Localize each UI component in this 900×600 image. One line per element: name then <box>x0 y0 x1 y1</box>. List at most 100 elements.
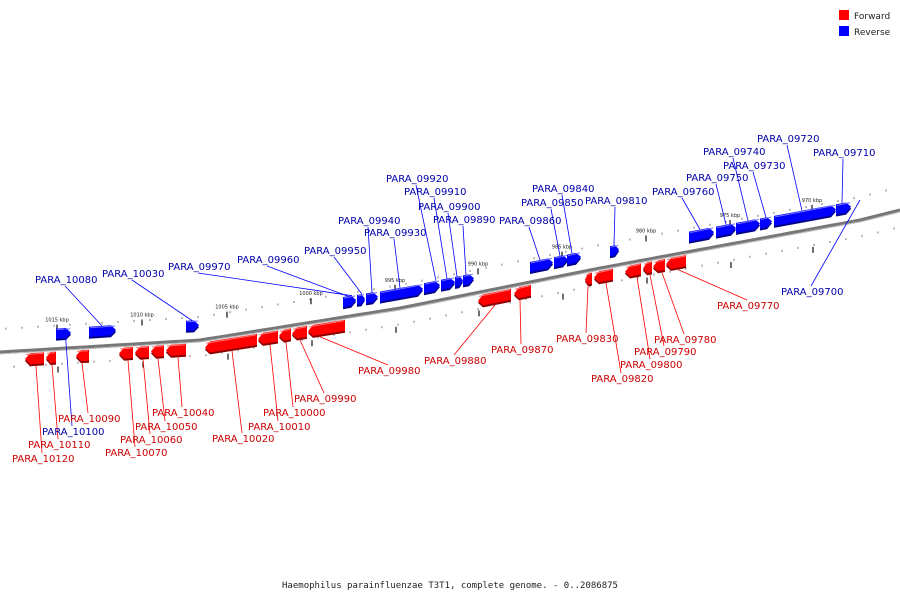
gene-label[interactable]: PARA_09840 <box>532 184 594 195</box>
gene-highlight <box>478 289 511 297</box>
gene-para-10050[interactable] <box>151 345 164 359</box>
gene-label[interactable]: PARA_09810 <box>585 196 647 207</box>
gene-para-09870[interactable] <box>514 284 531 301</box>
gene-label[interactable]: PARA_10120 <box>12 454 74 465</box>
gene-label[interactable]: PARA_09960 <box>237 255 299 266</box>
gene-label[interactable]: PARA_09980 <box>358 366 420 377</box>
gene-label[interactable]: PARA_09770 <box>717 301 779 312</box>
gene-label[interactable]: PARA_09760 <box>652 187 714 198</box>
gene-leader <box>447 212 458 277</box>
gene-label[interactable]: PARA_10030 <box>102 269 164 280</box>
gene-label[interactable]: PARA_10100 <box>42 427 104 438</box>
gene-para-09920[interactable] <box>424 280 440 296</box>
gene-para-10060[interactable] <box>135 346 149 360</box>
gene-label[interactable]: PARA_09740 <box>703 147 765 158</box>
gene-para-10040[interactable] <box>166 343 186 358</box>
gene-label[interactable]: PARA_09820 <box>591 374 653 385</box>
gene-para-10120[interactable] <box>25 352 44 367</box>
legend-swatch <box>839 26 849 36</box>
gene-para-10030[interactable] <box>186 320 199 333</box>
gene-para-09930[interactable] <box>380 284 423 304</box>
gene-para-10070[interactable] <box>119 347 133 361</box>
gene-label[interactable]: PARA_09860 <box>499 216 561 227</box>
gene-para-09840[interactable] <box>567 252 581 267</box>
gene-label[interactable]: PARA_10060 <box>120 435 182 446</box>
gene-label[interactable]: PARA_09720 <box>757 134 819 145</box>
gene-para-10100[interactable] <box>56 328 71 341</box>
gene-label[interactable]: PARA_09930 <box>364 228 426 239</box>
gene-label[interactable]: PARA_09880 <box>424 356 486 367</box>
gene-para-10000[interactable] <box>279 328 291 343</box>
gene-highlight <box>205 334 257 344</box>
gene-highlight <box>567 252 581 257</box>
gene-label[interactable]: PARA_10040 <box>152 408 214 419</box>
gene-label[interactable]: PARA_09910 <box>404 187 466 198</box>
gene-label[interactable]: PARA_10010 <box>248 422 310 433</box>
gene-para-09780[interactable] <box>653 259 665 274</box>
gene-label[interactable]: PARA_10050 <box>135 422 197 433</box>
gene-para-09880[interactable] <box>478 288 511 308</box>
gene-para-09730[interactable] <box>760 216 772 231</box>
gene-arrow <box>151 345 164 357</box>
gene-highlight <box>594 269 613 274</box>
gene-label[interactable]: PARA_10000 <box>263 408 325 419</box>
gene-para-09790[interactable] <box>643 261 652 276</box>
gene-para-10080[interactable] <box>89 325 116 339</box>
gene-para-09810[interactable] <box>610 245 619 259</box>
gene-para-09800[interactable] <box>625 263 641 279</box>
gene-para-09770[interactable] <box>666 255 686 271</box>
gene-para-09820[interactable] <box>594 268 613 285</box>
gene-para-09980[interactable] <box>308 319 345 338</box>
gene-para-09890[interactable] <box>463 273 474 288</box>
gene-label[interactable]: PARA_09920 <box>386 174 448 185</box>
gene-label[interactable]: PARA_10090 <box>58 414 120 425</box>
gene-para-09760[interactable] <box>689 227 714 244</box>
gene-label[interactable]: PARA_09750 <box>686 173 748 184</box>
gene-para-09720[interactable] <box>774 204 836 228</box>
gene-para-09940[interactable] <box>366 292 378 306</box>
gene-para-09950[interactable] <box>357 294 365 307</box>
gene-label[interactable]: PARA_10110 <box>28 440 90 451</box>
gene-para-09860[interactable] <box>530 257 553 274</box>
gene-label[interactable]: PARA_09710 <box>813 148 875 159</box>
gene-label[interactable]: PARA_10020 <box>212 434 274 445</box>
gene-para-09850[interactable] <box>554 254 568 270</box>
gene-label[interactable]: PARA_10080 <box>35 275 97 286</box>
gene-para-09990[interactable] <box>292 325 307 341</box>
gene-label[interactable]: PARA_09790 <box>634 347 696 358</box>
gene-para-09750[interactable] <box>716 223 736 239</box>
gene-label[interactable]: PARA_09900 <box>418 202 480 213</box>
gene-label[interactable]: PARA_09850 <box>521 198 583 209</box>
gene-para-09830[interactable] <box>585 272 592 287</box>
gene-highlight <box>514 285 531 290</box>
gene-highlight <box>736 219 760 225</box>
gene-label[interactable]: PARA_09800 <box>620 360 682 371</box>
gene-label[interactable]: PARA_09730 <box>723 161 785 172</box>
gene-arrow <box>774 205 836 226</box>
gene-para-10090[interactable] <box>76 349 89 364</box>
gene-label[interactable]: PARA_09830 <box>556 334 618 345</box>
gene-para-09900[interactable] <box>455 275 463 289</box>
gene-para-09710[interactable] <box>836 202 851 217</box>
gene-para-09740[interactable] <box>736 219 760 235</box>
gene-label[interactable]: PARA_09950 <box>304 246 366 257</box>
gene-label[interactable]: PARA_09780 <box>654 335 716 346</box>
gene-label[interactable]: PARA_09970 <box>168 262 230 273</box>
gene-para-10110[interactable] <box>46 351 56 365</box>
gene-leader <box>519 299 522 345</box>
gene-para-10020[interactable] <box>205 333 257 355</box>
gene-label[interactable]: PARA_09990 <box>294 394 356 405</box>
gene-arrow <box>380 284 423 302</box>
gene-label[interactable]: PARA_09890 <box>433 215 495 226</box>
gene-para-10010[interactable] <box>258 330 278 346</box>
gene-label[interactable]: PARA_10070 <box>105 448 167 459</box>
gene-label[interactable]: PARA_09700 <box>781 287 843 298</box>
gene-label[interactable]: PARA_09870 <box>491 345 553 356</box>
gene-para-09910[interactable] <box>441 277 455 292</box>
gene-label[interactable]: PARA_09940 <box>338 216 400 227</box>
gene-highlight <box>366 292 378 295</box>
gene-leader <box>269 344 279 422</box>
gene-para-09970[interactable] <box>343 295 356 310</box>
